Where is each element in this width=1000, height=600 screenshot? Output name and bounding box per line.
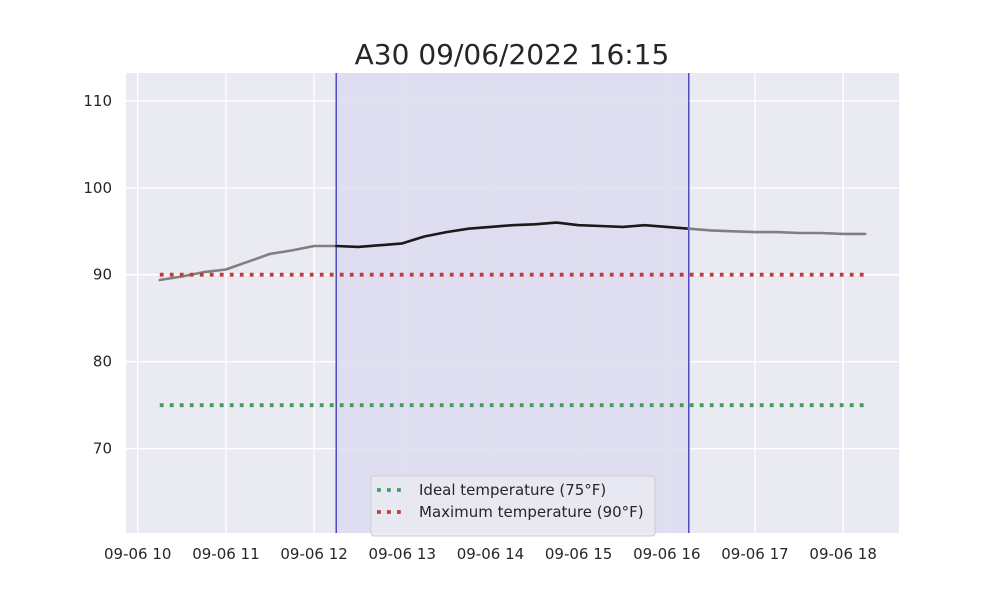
x-tick-label: 09-06 13 bbox=[369, 545, 436, 563]
temperature-series-line-0 bbox=[158, 244, 338, 282]
x-tick-label: 09-06 15 bbox=[545, 545, 612, 563]
x-tick-label: 09-06 14 bbox=[457, 545, 524, 563]
x-tick-label: 09-06 17 bbox=[721, 545, 788, 563]
legend-label: Ideal temperature (75°F) bbox=[419, 481, 606, 499]
y-tick-label: 100 bbox=[83, 179, 112, 197]
x-tick-label: 09-06 11 bbox=[192, 545, 259, 563]
x-tick-label: 09-06 18 bbox=[809, 545, 876, 563]
chart-title: A30 09/06/2022 16:15 bbox=[355, 38, 670, 71]
y-tick-label: 90 bbox=[93, 266, 112, 284]
x-tick-label: 09-06 16 bbox=[633, 545, 700, 563]
x-tick-label: 09-06 10 bbox=[104, 545, 171, 563]
legend-box bbox=[370, 475, 656, 537]
highlight-window bbox=[336, 73, 689, 533]
temperature-series-line-1 bbox=[334, 221, 691, 249]
y-tick-label: 110 bbox=[83, 92, 112, 110]
legend-label: Maximum temperature (90°F) bbox=[419, 503, 644, 521]
temperature-series-line-2 bbox=[687, 227, 867, 236]
x-tick-label: 09-06 12 bbox=[280, 545, 347, 563]
y-tick-label: 80 bbox=[93, 353, 112, 371]
y-tick-label: 70 bbox=[93, 440, 112, 458]
